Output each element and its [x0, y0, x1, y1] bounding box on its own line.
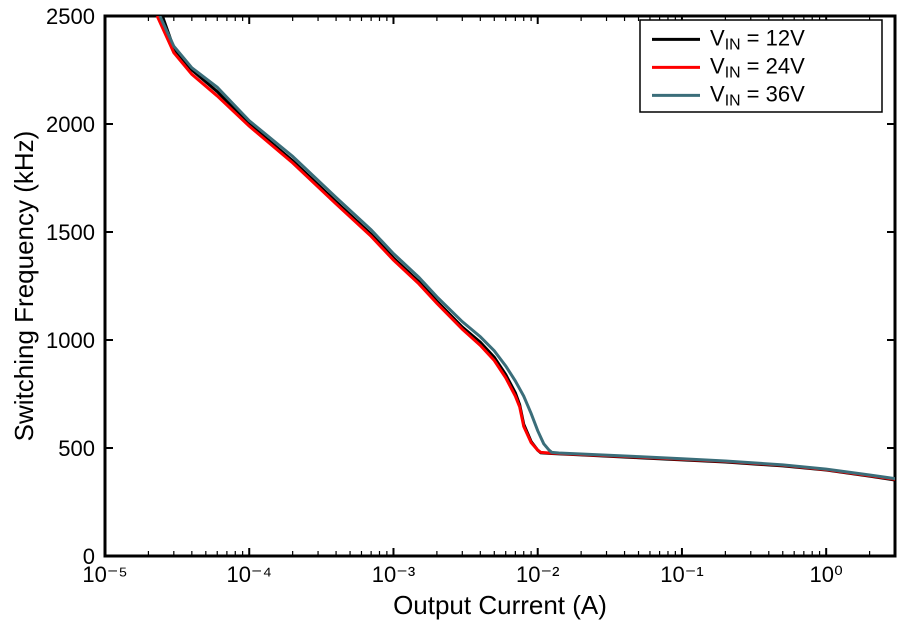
- svg-text:VIN = 24V: VIN = 24V: [710, 53, 805, 81]
- svg-text:0: 0: [83, 544, 95, 569]
- svg-text:2000: 2000: [46, 112, 95, 137]
- svg-text:10⁻⁴: 10⁻⁴: [226, 562, 272, 587]
- svg-text:10⁰: 10⁰: [810, 562, 843, 587]
- svg-text:10⁻¹: 10⁻¹: [660, 562, 703, 587]
- svg-text:2500: 2500: [46, 4, 95, 29]
- svg-text:VIN = 36V: VIN = 36V: [710, 81, 805, 109]
- svg-text:10⁻³: 10⁻³: [372, 562, 415, 587]
- svg-text:1500: 1500: [46, 220, 95, 245]
- line-chart: 10⁻⁵10⁻⁴10⁻³10⁻²10⁻¹10⁰05001000150020002…: [0, 0, 910, 624]
- svg-text:VIN = 12V: VIN = 12V: [710, 25, 805, 53]
- svg-text:500: 500: [58, 436, 95, 461]
- svg-text:10⁻²: 10⁻²: [516, 562, 559, 587]
- svg-text:1000: 1000: [46, 328, 95, 353]
- chart-svg: 10⁻⁵10⁻⁴10⁻³10⁻²10⁻¹10⁰05001000150020002…: [0, 0, 910, 624]
- svg-text:Output Current (A): Output Current (A): [393, 590, 607, 620]
- svg-text:Switching Frequency (kHz): Switching Frequency (kHz): [9, 131, 39, 442]
